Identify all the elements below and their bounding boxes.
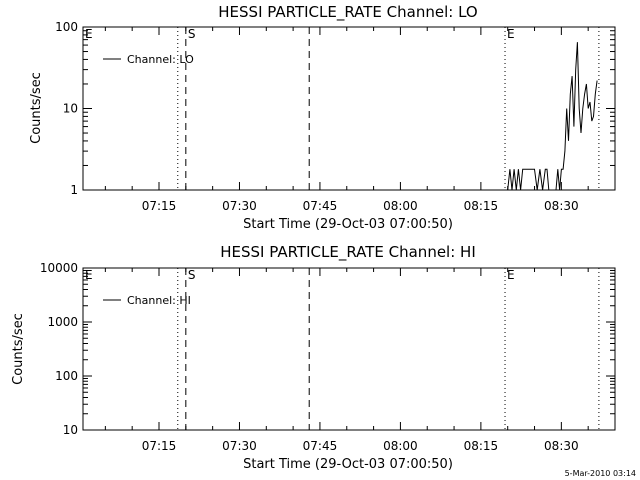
y-tick-label: 100 [55,369,78,383]
panel-lo: HESSI PARTICLE_RATE Channel: LO 07:15 07:… [29,3,616,232]
y-tick-label: 100 [55,20,78,34]
x-tick-label: 08:15 [464,439,499,453]
legend-label: Channel: HI [127,294,191,307]
marker-label: S [188,268,196,282]
x-tick-label: 07:45 [303,199,338,213]
x-tick-label: 07:45 [303,439,338,453]
legend-label: Channel: LO [127,53,194,66]
y-tick-label: 10000 [40,261,78,275]
y-axis-label: Counts/sec [11,313,26,385]
marker-label: E [85,27,93,41]
y-tick-label: 1 [70,183,78,197]
y-tick-label: 10 [63,423,78,437]
panel-title: HESSI PARTICLE_RATE Channel: LO [218,3,477,22]
x-tick-label: 07:30 [222,199,257,213]
plot-frame [82,267,616,431]
series-line [507,42,598,191]
panel-title: HESSI PARTICLE_RATE Channel: HI [220,243,476,262]
x-tick-label: 07:15 [142,439,177,453]
x-axis-label: Start Time (29-Oct-03 07:00:50) [243,457,453,472]
panel-hi: HESSI PARTICLE_RATE Channel: HI 07:15 07:… [11,243,616,472]
y-axis-label: Counts/sec [29,72,44,144]
marker-label: S [188,27,196,41]
marker-label: E [507,268,515,282]
x-tick-label: 08:30 [544,199,579,213]
y-tick-label: 10 [63,102,78,116]
marker-label: E [507,27,515,41]
x-tick-label: 08:00 [383,439,418,453]
x-tick-label: 07:15 [142,199,177,213]
plot-timestamp: 5-Mar-2010 03:14 [565,469,636,478]
marker-label: E [85,268,93,282]
x-tick-label: 07:30 [222,439,257,453]
y-tick-label: 1000 [47,315,78,329]
x-tick-label: 08:30 [544,439,579,453]
plot-frame [82,26,616,191]
x-tick-label: 08:15 [464,199,499,213]
x-tick-label: 08:00 [383,199,418,213]
x-axis-label: Start Time (29-Oct-03 07:00:50) [243,217,453,232]
